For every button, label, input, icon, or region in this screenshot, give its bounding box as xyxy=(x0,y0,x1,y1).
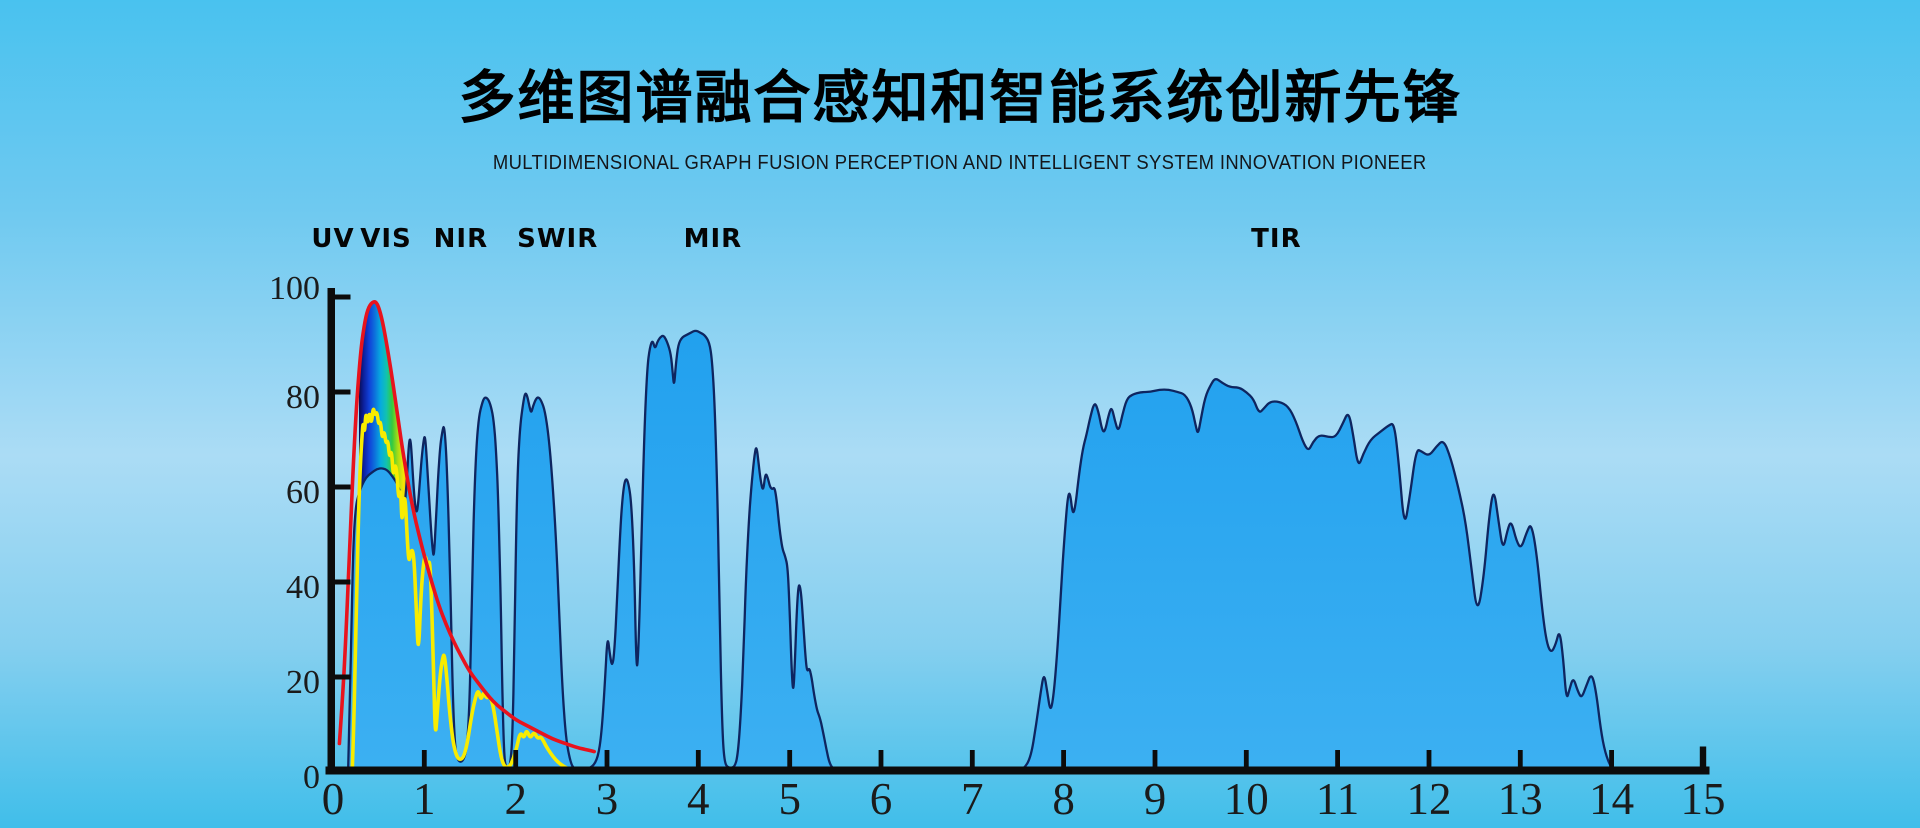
y-tick-60 xyxy=(335,484,351,490)
solar-irradiance-curve xyxy=(350,407,575,774)
page-subtitle-row: MULTIDIMENSIONAL GRAPH FUSION PERCEPTION… xyxy=(0,151,1920,175)
x-tick-7 xyxy=(969,750,975,767)
x-tick-label-11: 11 xyxy=(1316,774,1359,824)
band-label-vis: VIS xyxy=(360,224,412,254)
y-tick-label-60: 60 xyxy=(286,474,320,511)
x-tick-label-1: 1 xyxy=(413,774,436,824)
band-label-swir: SWIR xyxy=(517,224,599,254)
y-axis-line xyxy=(327,288,335,775)
page-title: 多维图谱融合感知和智能系统创新先锋 xyxy=(458,65,1462,131)
x-tick-label-0: 0 xyxy=(322,774,345,824)
x-tick-10 xyxy=(1243,750,1249,767)
x-tick-label-10: 10 xyxy=(1224,774,1269,824)
page-subtitle: MULTIDIMENSIONAL GRAPH FUSION PERCEPTION… xyxy=(493,151,1427,174)
y-tick-100 xyxy=(335,294,351,300)
x-tick-label-3: 3 xyxy=(596,774,619,824)
x-tick-3 xyxy=(604,750,610,767)
y-tick-label-0: 0 xyxy=(303,759,320,796)
x-tick-label-13: 13 xyxy=(1498,774,1543,824)
x-tick-label-12: 12 xyxy=(1407,774,1452,824)
x-tick-label-6: 6 xyxy=(870,774,893,824)
y-tick-80 xyxy=(335,389,351,395)
band-label-tir: TIR xyxy=(1251,224,1302,254)
x-tick-9 xyxy=(1152,750,1158,767)
x-tick-label-15: 15 xyxy=(1681,774,1726,824)
x-tick-2 xyxy=(513,750,519,767)
band-label-mir: MIR xyxy=(683,224,743,254)
blackbody-envelope-curve xyxy=(337,300,596,754)
y-tick-label-40: 40 xyxy=(286,569,320,606)
x-tick-label-8: 8 xyxy=(1052,774,1075,824)
y-tick-20 xyxy=(335,674,351,680)
atmospheric-transmission-area xyxy=(346,329,1620,774)
x-tick-6 xyxy=(878,750,884,767)
x-tick-15 xyxy=(1699,746,1707,767)
x-tick-label-5: 5 xyxy=(778,774,801,824)
x-tick-8 xyxy=(1061,750,1066,767)
band-label-nir: NIR xyxy=(433,224,489,254)
y-tick-label-20: 20 xyxy=(286,664,320,701)
visible-spectrum-rainbow-wedge xyxy=(359,301,420,535)
x-tick-label-2: 2 xyxy=(504,774,527,824)
x-tick-label-7: 7 xyxy=(961,774,984,824)
x-tick-5 xyxy=(787,750,793,767)
x-tick-1 xyxy=(421,750,427,767)
x-tick-11 xyxy=(1335,750,1340,767)
x-tick-14 xyxy=(1609,750,1614,767)
y-tick-label-80: 80 xyxy=(286,379,320,416)
x-axis-line xyxy=(325,766,1710,775)
x-tick-12 xyxy=(1426,750,1432,767)
band-label-uv: UV xyxy=(311,224,355,254)
x-tick-13 xyxy=(1517,750,1523,767)
x-tick-label-9: 9 xyxy=(1144,774,1167,824)
y-tick-label-100: 100 xyxy=(269,270,320,307)
x-tick-4 xyxy=(695,750,701,767)
y-tick-40 xyxy=(335,579,351,585)
x-tick-label-4: 4 xyxy=(687,774,710,824)
x-tick-label-14: 14 xyxy=(1589,774,1634,824)
